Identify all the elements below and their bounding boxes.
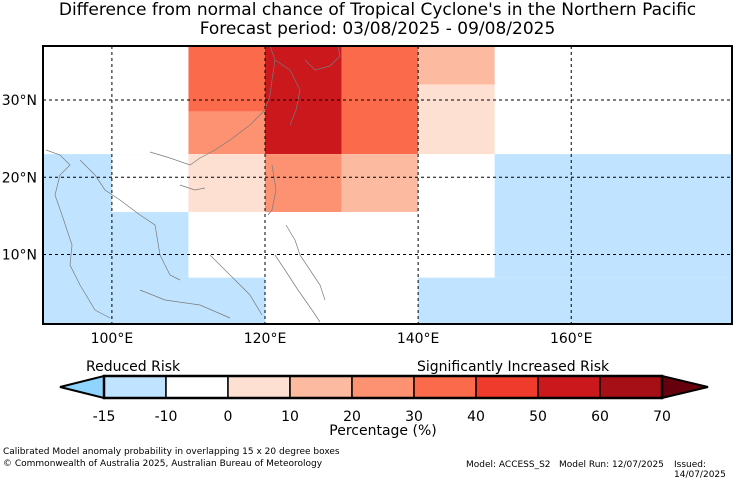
forecast-period: Forecast period: 03/08/2025 - 09/08/2025 — [199, 19, 556, 39]
colorbar-tick-label: -15 — [93, 409, 116, 425]
footer-model: Model: ACCESS_S2 — [466, 460, 551, 470]
anomaly-cell — [418, 277, 732, 324]
colorbar-swatch — [351, 375, 415, 399]
colorbar-swatch — [599, 375, 663, 399]
lat-label: 10°N — [2, 248, 37, 264]
map-frame — [42, 45, 733, 325]
anomaly-cell — [188, 154, 266, 213]
colorbar-swatch — [103, 375, 167, 399]
lon-label: 160°E — [550, 331, 593, 347]
map-figure: 100°E 120°E 140°E 160°E 30°N 20°N 10°N -15 -10… — [2, 45, 733, 439]
anomaly-cell — [188, 46, 266, 112]
anomaly-cell — [265, 154, 342, 213]
anomaly-cell — [494, 154, 732, 278]
colorbar-swatch — [165, 375, 229, 399]
colorbar-tick-label: 70 — [653, 409, 671, 425]
lon-label: 100°E — [91, 331, 134, 347]
colorbar-over-arrow — [661, 374, 709, 400]
reduced-risk-label: Reduced Risk — [86, 359, 181, 375]
anomaly-cell — [188, 111, 266, 155]
colorbar-axis-label: Percentage (%) — [329, 423, 436, 439]
colorbar-ticks: -15 -10 0 10 20 30 40 50 60 70 — [93, 409, 671, 425]
colorbar-tick-label: 10 — [281, 409, 299, 425]
footer-model-run: Model Run: 12/07/2025 — [559, 460, 664, 470]
footer-description: Calibrated Model anomaly probability in … — [3, 447, 340, 457]
anomaly-cell — [418, 212, 495, 278]
colorbar-tick-label: 40 — [467, 409, 485, 425]
lon-label: 140°E — [397, 331, 440, 347]
colorbar-tick-label: 30 — [405, 409, 423, 425]
colorbar-swatch — [413, 375, 477, 399]
colorbar-swatch — [537, 375, 601, 399]
colorbar-tick-label: 50 — [529, 409, 547, 425]
colorbar-tick-label: 0 — [224, 409, 233, 425]
colorbar-swatch — [227, 375, 291, 399]
anomaly-cell — [111, 154, 189, 213]
colorbar-tick-label: 60 — [591, 409, 609, 425]
anomaly-cell — [188, 212, 266, 278]
anomaly-cell — [341, 154, 419, 213]
colorbar-swatch — [475, 375, 539, 399]
colorbar-tick-label: -10 — [155, 409, 178, 425]
lat-labels: 30°N 20°N 10°N — [2, 93, 37, 263]
footer-copyright: © Commonwealth of Australia 2025, Austra… — [3, 459, 323, 469]
anomaly-cell — [265, 277, 342, 324]
colorbar-under-arrow — [59, 374, 105, 400]
anomaly-cell — [418, 84, 495, 155]
colorbar — [59, 374, 709, 400]
colorbar-frame — [102, 374, 664, 400]
colorbar-swatch — [289, 375, 353, 399]
anomaly-cells — [43, 46, 732, 324]
increased-risk-label: Significantly Increased Risk — [417, 359, 610, 375]
lat-label: 30°N — [2, 93, 37, 109]
gridlines — [43, 46, 732, 324]
lat-label: 20°N — [2, 170, 37, 186]
colorbar-tick-label: 20 — [343, 409, 361, 425]
chart-title: Difference from normal chance of Tropica… — [58, 0, 697, 20]
footer-issued: Issued: 14/07/2025 — [674, 460, 726, 480]
anomaly-cell — [418, 46, 495, 85]
lon-label: 120°E — [244, 331, 287, 347]
lon-labels: 100°E 120°E 140°E 160°E — [91, 331, 593, 347]
